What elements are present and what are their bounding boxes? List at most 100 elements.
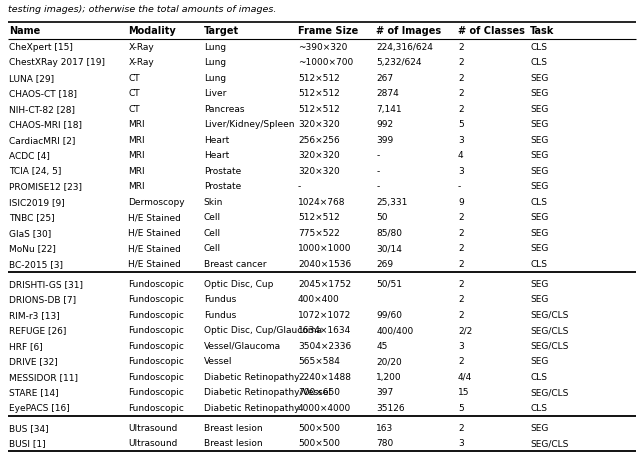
- Text: 1072×1072: 1072×1072: [298, 311, 351, 320]
- Text: SEG: SEG: [530, 167, 548, 176]
- Text: 163: 163: [376, 424, 394, 433]
- Text: DRISHTI-GS [31]: DRISHTI-GS [31]: [9, 280, 83, 289]
- Text: DRIONS-DB [7]: DRIONS-DB [7]: [9, 295, 76, 304]
- Text: CheXpert [15]: CheXpert [15]: [9, 43, 73, 52]
- Text: -: -: [376, 182, 380, 191]
- Text: 500×500: 500×500: [298, 439, 340, 448]
- Text: 2: 2: [458, 43, 463, 52]
- Text: 50/51: 50/51: [376, 280, 403, 289]
- Text: STARE [14]: STARE [14]: [9, 388, 59, 397]
- Text: REFUGE [26]: REFUGE [26]: [9, 326, 67, 335]
- Text: MRI: MRI: [129, 151, 145, 160]
- Text: SEG: SEG: [530, 151, 548, 160]
- Text: SEG: SEG: [530, 182, 548, 191]
- Text: Task: Task: [530, 26, 555, 36]
- Text: SEG: SEG: [530, 120, 548, 129]
- Text: 512×512: 512×512: [298, 89, 340, 98]
- Text: 2: 2: [458, 244, 463, 253]
- Text: 256×256: 256×256: [298, 136, 340, 145]
- Text: Skin: Skin: [204, 198, 223, 207]
- Text: ISIC2019 [9]: ISIC2019 [9]: [9, 198, 65, 207]
- Text: Dermoscopy: Dermoscopy: [129, 198, 185, 207]
- Text: RIM-r3 [13]: RIM-r3 [13]: [9, 311, 60, 320]
- Text: 3: 3: [458, 136, 464, 145]
- Text: MRI: MRI: [129, 167, 145, 176]
- Text: CLS: CLS: [530, 43, 547, 52]
- Text: 99/60: 99/60: [376, 311, 403, 320]
- Text: NIH-CT-82 [28]: NIH-CT-82 [28]: [9, 105, 75, 114]
- Text: Diabetic Retinopathy: Diabetic Retinopathy: [204, 373, 299, 382]
- Text: 2: 2: [458, 74, 463, 83]
- Text: Prostate: Prostate: [204, 182, 241, 191]
- Text: SEG: SEG: [530, 89, 548, 98]
- Text: Liver/Kidney/Spleen: Liver/Kidney/Spleen: [204, 120, 294, 129]
- Text: SEG: SEG: [530, 213, 548, 222]
- Text: SEG: SEG: [530, 357, 548, 366]
- Text: Fundoscopic: Fundoscopic: [129, 311, 184, 320]
- Text: Fundoscopic: Fundoscopic: [129, 342, 184, 351]
- Text: X-Ray: X-Ray: [129, 58, 154, 67]
- Text: BUSI [1]: BUSI [1]: [9, 439, 45, 448]
- Text: 224,316/624: 224,316/624: [376, 43, 433, 52]
- Text: EyePACS [16]: EyePACS [16]: [9, 404, 70, 413]
- Text: CHAOS-CT [18]: CHAOS-CT [18]: [9, 89, 77, 98]
- Text: 3: 3: [458, 439, 464, 448]
- Text: Breast lesion: Breast lesion: [204, 439, 262, 448]
- Text: 15: 15: [458, 388, 470, 397]
- Text: 30/14: 30/14: [376, 244, 403, 253]
- Text: SEG: SEG: [530, 244, 548, 253]
- Text: Cell: Cell: [204, 244, 221, 253]
- Text: Breast lesion: Breast lesion: [204, 424, 262, 433]
- Text: CT: CT: [129, 105, 140, 114]
- Text: 320×320: 320×320: [298, 151, 340, 160]
- Text: 5: 5: [458, 404, 464, 413]
- Text: Cell: Cell: [204, 213, 221, 222]
- Text: CT: CT: [129, 89, 140, 98]
- Text: MRI: MRI: [129, 182, 145, 191]
- Text: SEG/CLS: SEG/CLS: [530, 342, 568, 351]
- Text: Ultrasound: Ultrasound: [129, 439, 178, 448]
- Text: CHAOS-MRI [18]: CHAOS-MRI [18]: [9, 120, 82, 129]
- Text: X-Ray: X-Ray: [129, 43, 154, 52]
- Text: SEG: SEG: [530, 105, 548, 114]
- Text: SEG/CLS: SEG/CLS: [530, 311, 568, 320]
- Text: 267: 267: [376, 74, 394, 83]
- Text: MRI: MRI: [129, 136, 145, 145]
- Text: Fundoscopic: Fundoscopic: [129, 326, 184, 335]
- Text: 2: 2: [458, 89, 463, 98]
- Text: HRF [6]: HRF [6]: [9, 342, 43, 351]
- Text: MESSIDOR [11]: MESSIDOR [11]: [9, 373, 78, 382]
- Text: 397: 397: [376, 388, 394, 397]
- Text: 2040×1536: 2040×1536: [298, 260, 351, 269]
- Text: CLS: CLS: [530, 404, 547, 413]
- Text: 2: 2: [458, 357, 463, 366]
- Text: CLS: CLS: [530, 58, 547, 67]
- Text: Pancreas: Pancreas: [204, 105, 244, 114]
- Text: 500×500: 500×500: [298, 424, 340, 433]
- Text: 320×320: 320×320: [298, 167, 340, 176]
- Text: Fundoscopic: Fundoscopic: [129, 357, 184, 366]
- Text: 512×512: 512×512: [298, 105, 340, 114]
- Text: 1,200: 1,200: [376, 373, 402, 382]
- Text: 2: 2: [458, 229, 463, 238]
- Text: 2: 2: [458, 295, 463, 304]
- Text: 1024×768: 1024×768: [298, 198, 346, 207]
- Text: CLS: CLS: [530, 198, 547, 207]
- Text: ~390×320: ~390×320: [298, 43, 348, 52]
- Text: Diabetic Retinopathy/Vessel: Diabetic Retinopathy/Vessel: [204, 388, 331, 397]
- Text: 35126: 35126: [376, 404, 405, 413]
- Text: 25,331: 25,331: [376, 198, 408, 207]
- Text: H/E Stained: H/E Stained: [129, 244, 181, 253]
- Text: 2: 2: [458, 424, 463, 433]
- Text: DRIVE [32]: DRIVE [32]: [9, 357, 58, 366]
- Text: Diabetic Retinopathy: Diabetic Retinopathy: [204, 404, 299, 413]
- Text: PROMISE12 [23]: PROMISE12 [23]: [9, 182, 82, 191]
- Text: Prostate: Prostate: [204, 167, 241, 176]
- Text: SEG/CLS: SEG/CLS: [530, 439, 568, 448]
- Text: 2: 2: [458, 213, 463, 222]
- Text: 2: 2: [458, 105, 463, 114]
- Text: Frame Size: Frame Size: [298, 26, 358, 36]
- Text: SEG: SEG: [530, 229, 548, 238]
- Text: ChestXRay 2017 [19]: ChestXRay 2017 [19]: [9, 58, 105, 67]
- Text: H/E Stained: H/E Stained: [129, 213, 181, 222]
